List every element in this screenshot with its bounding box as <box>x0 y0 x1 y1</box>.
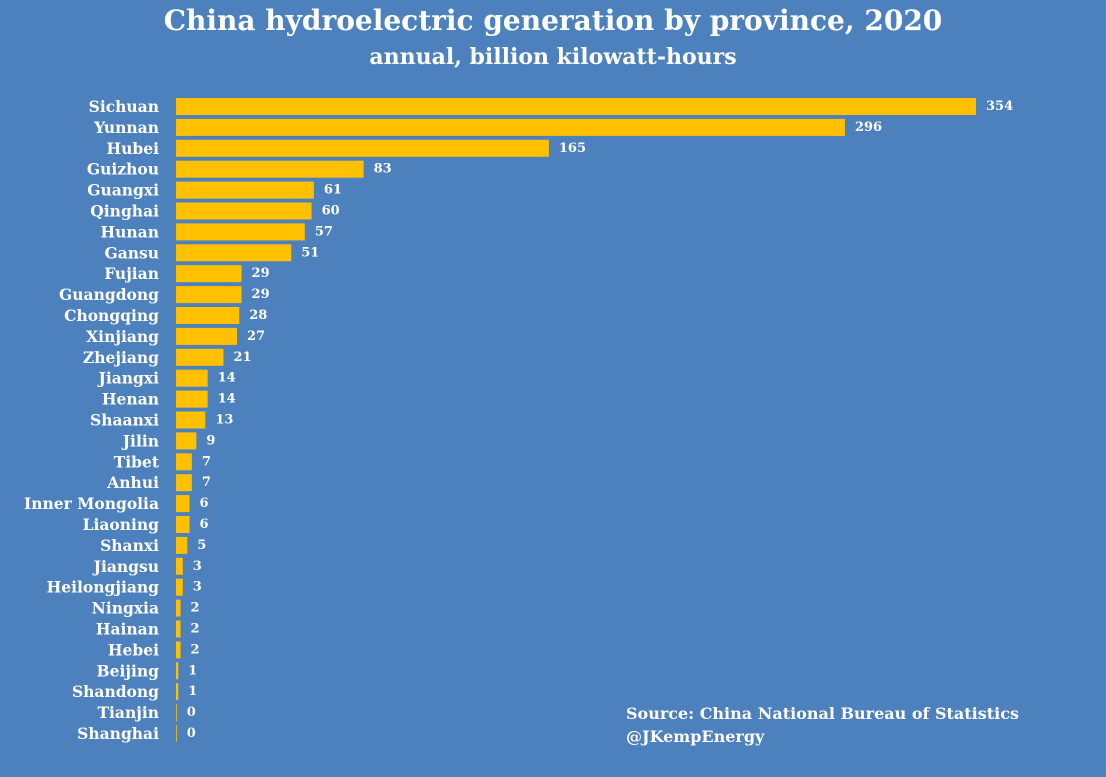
bar <box>176 641 181 659</box>
category-label: Yunnan <box>93 118 159 137</box>
bar <box>176 244 292 262</box>
bar <box>176 432 197 450</box>
bar <box>176 160 364 178</box>
category-label: Gansu <box>104 243 159 262</box>
value-label: 27 <box>247 329 265 344</box>
category-label: Jiangxi <box>96 369 159 388</box>
chart-subtitle: annual, billion kilowatt-hours <box>369 44 737 70</box>
bar <box>176 474 192 492</box>
bar <box>176 516 190 533</box>
value-label: 354 <box>986 99 1013 114</box>
category-label: Shanxi <box>100 536 159 555</box>
value-label: 51 <box>301 245 319 260</box>
bar <box>176 369 208 387</box>
bar <box>176 390 208 408</box>
bar <box>176 620 181 638</box>
bar <box>176 683 179 701</box>
value-label: 29 <box>252 287 270 302</box>
category-label: Liaoning <box>83 515 160 534</box>
value-label: 14 <box>218 371 236 386</box>
category-label: Heilongjiang <box>47 578 160 597</box>
value-label: 6 <box>200 496 209 511</box>
category-label: Sichuan <box>89 97 159 116</box>
category-label: Anhui <box>106 473 159 492</box>
value-label: 14 <box>218 392 236 407</box>
category-label: Jiangsu <box>92 557 159 576</box>
value-label: 21 <box>233 350 251 365</box>
category-label: Hainan <box>96 620 159 639</box>
source-line: Source: China National Bureau of Statist… <box>626 704 1019 723</box>
category-label: Beijing <box>97 661 160 680</box>
bar <box>176 139 549 157</box>
bar <box>176 411 206 429</box>
category-label: Jilin <box>121 431 159 450</box>
category-label: Tibet <box>114 452 160 471</box>
category-label: Inner Mongolia <box>24 494 159 513</box>
bar <box>176 557 183 575</box>
bar <box>176 495 190 513</box>
category-label: Xinjiang <box>86 327 159 346</box>
value-label: 3 <box>193 559 202 574</box>
category-label: Zhejiang <box>83 348 159 367</box>
bar <box>176 578 183 596</box>
value-label: 7 <box>202 454 211 469</box>
bar <box>176 265 242 283</box>
value-label: 165 <box>559 141 586 156</box>
bar <box>176 348 224 366</box>
value-label: 29 <box>252 266 270 281</box>
value-label: 61 <box>324 183 342 198</box>
value-label: 13 <box>215 413 233 428</box>
bar <box>176 223 305 241</box>
category-label: Qinghai <box>90 202 159 221</box>
value-label: 1 <box>188 663 197 678</box>
bar <box>176 181 314 199</box>
category-label: Guangdong <box>59 285 159 304</box>
value-label: 296 <box>855 120 882 135</box>
value-label: 2 <box>191 642 200 657</box>
value-label: 7 <box>202 475 211 490</box>
bar <box>176 202 312 220</box>
category-label: Hebei <box>108 640 159 659</box>
category-label: Guizhou <box>87 160 159 179</box>
bar <box>176 536 188 554</box>
bar <box>176 599 181 617</box>
bar <box>176 704 177 722</box>
value-label: 83 <box>374 162 392 177</box>
value-label: 3 <box>193 580 202 595</box>
value-label: 2 <box>191 601 200 616</box>
category-label: Fujian <box>104 264 159 283</box>
value-label: 57 <box>315 224 333 239</box>
value-label: 6 <box>200 517 209 532</box>
chart-title: China hydroelectric generation by provin… <box>163 4 943 37</box>
value-label: 0 <box>187 705 196 720</box>
bar <box>176 662 179 680</box>
source-note: Source: China National Bureau of Statist… <box>626 702 1019 748</box>
category-label: Shandong <box>72 682 159 701</box>
bar <box>176 327 238 345</box>
value-label: 60 <box>322 204 340 219</box>
category-label: Shanghai <box>77 724 159 743</box>
value-label: 5 <box>197 538 206 553</box>
bar <box>176 307 240 324</box>
value-label: 28 <box>249 308 267 323</box>
category-label: Hubei <box>106 139 159 158</box>
category-label: Ningxia <box>92 599 159 618</box>
category-label: Tianjin <box>97 703 159 722</box>
value-label: 0 <box>187 726 196 741</box>
author-handle: @JKempEnergy <box>626 727 765 746</box>
bar <box>176 286 242 304</box>
bar <box>176 118 845 136</box>
bar <box>176 98 976 115</box>
category-label: Henan <box>102 390 159 409</box>
bar <box>176 453 192 471</box>
category-label: Guangxi <box>87 181 159 200</box>
category-label: Chongqing <box>64 306 159 325</box>
bar <box>176 725 177 742</box>
value-label: 1 <box>188 684 197 699</box>
category-label: Shaanxi <box>90 411 159 430</box>
value-label: 2 <box>191 622 200 637</box>
category-label: Hunan <box>101 222 160 241</box>
value-label: 9 <box>206 433 215 448</box>
